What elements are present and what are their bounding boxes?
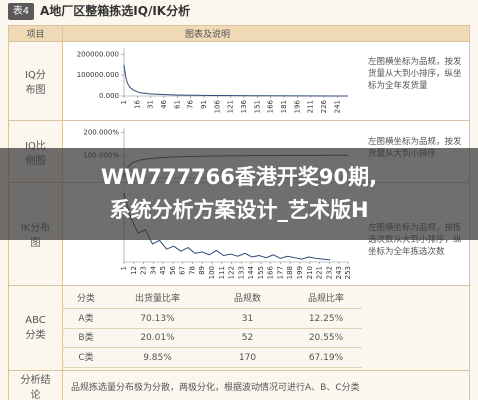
abc-header: 品规比率: [290, 290, 362, 309]
y-tick-label: 0.000: [99, 92, 119, 100]
line: [123, 193, 331, 261]
abc-header: 分类: [62, 290, 110, 309]
x-tick-label: 211: [307, 100, 315, 113]
abc-cell: 70.13%: [110, 310, 205, 329]
x-tick-label: 111: [218, 266, 226, 279]
x-tick-label: 100: [208, 266, 216, 279]
banner: WW777766香港开奖90期, 系统分析方案设计_艺术版H: [0, 148, 478, 240]
x-tick-label: 1: [120, 266, 128, 270]
x-tick-label: 199: [296, 266, 304, 279]
abc-cell: 9.85%: [110, 349, 205, 368]
abc-cell: C类: [62, 349, 110, 368]
x-tick-label: 196: [293, 99, 301, 113]
title: A地厂区整箱拣选IQ/IK分析: [40, 4, 191, 18]
abc-table: 分类 出货量比率 品规数 品规比率 A类 70.13% 31 12.25% B类 20.01% 52…: [62, 290, 362, 368]
x-tick-label: 76: [187, 99, 195, 108]
x-tick-label: 12: [130, 266, 138, 275]
x-tick-label: 144: [247, 265, 255, 279]
abc-cell: 20.01%: [110, 329, 205, 348]
y-tick-label: 100000.000: [77, 71, 119, 79]
row-cell: [62, 41, 470, 121]
x-tick-label: 122: [228, 266, 236, 279]
x-tick-label: 121: [227, 100, 235, 113]
x-tick-label: 34: [149, 265, 157, 274]
x-tick-label: 91: [200, 100, 208, 109]
x-tick-label: 210: [306, 266, 314, 279]
x-tick-label: 46: [160, 99, 168, 108]
x-tick-label: 181: [280, 100, 288, 113]
x-tick-label: 133: [237, 266, 245, 279]
x-tick-label: 56: [169, 265, 177, 274]
abc-cell: 170: [205, 349, 290, 368]
x-tick-label: 232: [325, 266, 333, 279]
x-tick-label: 136: [240, 99, 248, 113]
conclusion: 品规拣选量分布极为分散，两极分化，根据波动情况可进行A、B、C分类: [62, 370, 470, 400]
line: [123, 64, 349, 97]
banner-line: 系统分析方案设计_艺术版H: [109, 198, 369, 222]
x-tick-label: 151: [253, 100, 261, 113]
x-tick-label: 188: [286, 266, 294, 279]
x-tick-label: 166: [267, 265, 275, 279]
x-tick-label: 241: [333, 100, 341, 113]
abc-cell: 31: [205, 310, 290, 329]
x-tick-label: 221: [316, 266, 324, 279]
abc-header: 品规数: [205, 290, 290, 309]
x-tick-label: 106: [213, 99, 221, 113]
y-tick-label: 200000.000: [77, 50, 119, 58]
abc-cell: A类: [62, 310, 110, 329]
x-tick-label: 23: [140, 266, 148, 275]
note: 左图横坐标为品规，按发货量从大到小排序，纵坐标为全年发货量: [368, 57, 462, 91]
x-tick-label: 166: [267, 99, 275, 113]
x-tick-label: 31: [147, 100, 155, 109]
banner-line: WW777766香港开奖90期,: [100, 165, 378, 189]
x-tick-label: 253: [344, 266, 352, 279]
abc-cell: B类: [62, 329, 110, 348]
x-tick-label: 61: [173, 100, 181, 109]
x-tick-label: 155: [257, 266, 265, 279]
x-tick-label: 177: [276, 266, 284, 279]
badge: 表4: [8, 3, 34, 20]
x-tick-label: 243: [335, 266, 343, 279]
x-tick-label: 45: [159, 266, 167, 275]
x-tick-label: 89: [198, 266, 206, 275]
abc-header: 出货量比率: [110, 290, 205, 309]
x-tick-label: 226: [320, 99, 328, 113]
x-tick-label: 78: [188, 266, 196, 275]
x-tick-label: 16: [133, 99, 141, 108]
x-tick-label: 1: [120, 100, 128, 104]
abc-cell: 67.19%: [290, 349, 362, 368]
abc-cell: 20.55%: [290, 329, 362, 348]
abc-cell: 12.25%: [290, 310, 362, 329]
y-tick-label: 200.000%: [83, 129, 119, 137]
x-tick-label: 67: [179, 266, 187, 275]
abc-cell: 52: [205, 329, 290, 348]
